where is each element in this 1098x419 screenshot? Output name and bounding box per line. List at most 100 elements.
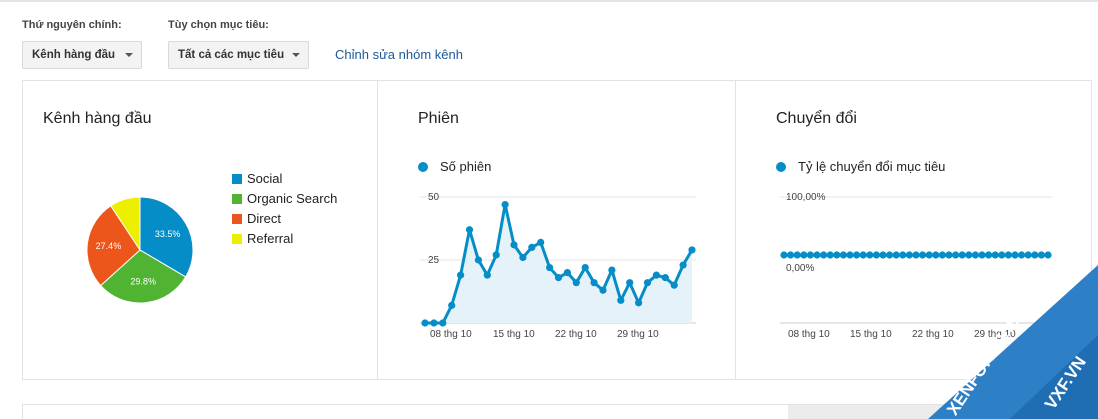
chevron-down-icon — [125, 53, 133, 57]
conversions-data-point — [872, 251, 880, 259]
conversions-series-label: Tỷ lệ chuyển đổi mục tiêu — [798, 159, 946, 174]
conversions-data-point — [991, 251, 999, 259]
pie-slice — [86, 205, 141, 287]
primary-dimension-label: Thứ nguyên chính: — [22, 19, 122, 31]
conversions-data-point — [899, 251, 907, 259]
conversions-data-point — [919, 251, 927, 259]
sessions-data-point — [688, 246, 696, 254]
conversions-data-point — [826, 251, 834, 259]
conversions-data-point — [813, 251, 821, 259]
x-tick-label: 08 thg 10 — [788, 329, 830, 340]
primary-dimension-value: Kênh hàng đầu — [32, 49, 116, 61]
conversions-data-point — [971, 251, 979, 259]
legend-label: Direct — [247, 211, 281, 226]
next-section-header — [788, 405, 1092, 419]
sessions-data-point — [652, 271, 660, 279]
sessions-data-point — [617, 296, 625, 304]
conversions-data-point — [938, 251, 946, 259]
conversions-data-point — [1011, 251, 1019, 259]
panel-divider — [735, 80, 736, 380]
x-tick-label: 29 thg 10 — [617, 329, 659, 340]
x-tick-label: 22 thg 10 — [912, 329, 954, 340]
goal-option-label: Tùy chọn mục tiêu: — [168, 19, 269, 31]
sessions-data-point — [430, 319, 438, 327]
y-tick-label: 100,00% — [786, 192, 826, 203]
conversions-data-point — [1031, 251, 1039, 259]
sessions-data-point — [457, 271, 465, 279]
conversions-data-point — [787, 251, 795, 259]
legend-swatch — [232, 174, 242, 184]
series-dot-icon — [418, 162, 428, 172]
series-dot-icon — [776, 162, 786, 172]
conversions-data-point — [839, 251, 847, 259]
conversions-data-point — [846, 251, 854, 259]
conversions-data-point — [965, 251, 973, 259]
legend-label: Referral — [247, 231, 294, 246]
conversions-panel-title: Chuyển đổi — [776, 110, 857, 127]
sessions-chart: 50 25 08 thg 10 15 thg 10 22 thg 10 29 thg 10 — [420, 192, 696, 340]
conversions-data-point — [866, 251, 874, 259]
conversions-chart: 100,00% 0,00% 08 thg 10 15 thg 10 22 thg 10 2… — [780, 192, 1052, 340]
panel-divider — [377, 80, 378, 380]
legend-swatch — [232, 194, 242, 204]
sessions-data-point — [448, 301, 456, 309]
sessions-data-point — [563, 269, 571, 277]
conversions-data-point — [1024, 251, 1032, 259]
conversions-data-point — [833, 251, 841, 259]
pie-slice — [99, 249, 187, 304]
conversions-data-point — [932, 251, 940, 259]
sessions-data-point — [501, 200, 509, 209]
sessions-data-point — [643, 279, 652, 287]
sessions-data-point — [590, 279, 598, 287]
conversions-data-point — [793, 251, 801, 259]
legend-swatch — [232, 234, 242, 244]
pie-data-label: 27.4% — [96, 241, 122, 251]
x-tick-label: 29 thg 10 — [974, 329, 1016, 340]
x-tick-label: 08 thg 10 — [430, 329, 472, 340]
sessions-data-point — [661, 274, 669, 282]
conversions-data-point — [1037, 251, 1045, 259]
sessions-data-point — [554, 274, 563, 282]
conversions-data-point — [958, 251, 966, 259]
sessions-data-point — [635, 299, 643, 307]
conversions-data-point — [892, 251, 900, 259]
y-tick-label: 0,00% — [786, 263, 814, 274]
conversions-data-point — [925, 251, 933, 259]
pie-slice — [139, 196, 194, 278]
pie-slice — [110, 196, 141, 252]
conversions-data-point — [985, 251, 993, 259]
chevron-down-icon — [292, 53, 300, 57]
primary-dimension-dropdown[interactable]: Kênh hàng đầu — [22, 41, 142, 69]
sessions-area-fill — [425, 204, 692, 323]
top-border — [0, 0, 1098, 2]
sessions-panel-title: Phiên — [418, 110, 459, 127]
conversions-data-point — [806, 251, 814, 259]
conversions-data-point — [998, 251, 1006, 259]
sessions-data-point — [465, 226, 474, 234]
sessions-data-point — [670, 281, 678, 289]
sessions-data-point — [519, 253, 527, 262]
sessions-data-point — [546, 263, 554, 272]
edit-channel-group-link[interactable]: Chỉnh sửa nhóm kênh — [335, 47, 463, 62]
sessions-data-point — [679, 261, 687, 269]
conversions-data-point — [879, 251, 887, 259]
sessions-data-point — [537, 238, 545, 246]
y-tick-label: 25 — [428, 255, 440, 266]
sessions-data-point — [626, 279, 634, 287]
goal-option-dropdown[interactable]: Tất cả các mục tiêu — [168, 41, 309, 69]
goal-option-value: Tất cả các mục tiêu — [178, 49, 285, 61]
sessions-data-point — [483, 271, 491, 279]
pie-data-label: 33.5% — [155, 229, 181, 239]
conversions-data-point — [800, 251, 808, 259]
overview-panels — [22, 80, 1092, 380]
sessions-series-label: Số phiên — [440, 159, 492, 174]
conversions-data-point — [952, 251, 960, 259]
x-tick-label: 22 thg 10 — [555, 329, 597, 340]
sessions-data-point — [608, 266, 616, 274]
conversions-data-point — [859, 251, 867, 259]
channels-pie-chart: 33.5% 29.8% 27.4% — [86, 196, 194, 304]
channels-panel-title: Kênh hàng đầu — [43, 110, 152, 127]
sessions-data-point — [572, 279, 580, 287]
sessions-data-point — [599, 286, 607, 294]
legend-swatch — [232, 214, 242, 224]
